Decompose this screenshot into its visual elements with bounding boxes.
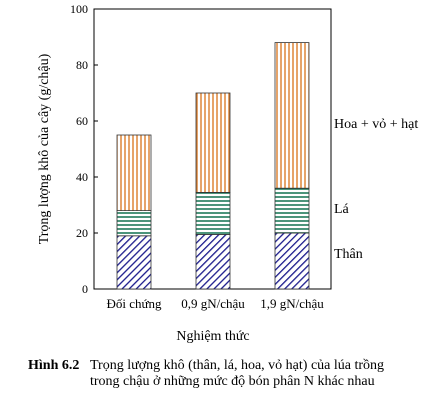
x-category-label: 1,9 gN/chậu [260,296,324,311]
bar-segment-3-category-1 [116,134,152,211]
bar-segment-1-category-1 [116,235,152,290]
bar-segment-2-category-1 [116,210,152,237]
bar-segment-2-category-2 [195,191,231,235]
bar-segment-2-category-3 [274,187,310,234]
y-tick-label: 40 [76,170,88,184]
y-tick-label: 60 [76,114,88,128]
bar-segment-1-category-3 [274,232,310,290]
y-tick-label: 20 [76,226,88,240]
y-tick-label: 0 [82,282,88,296]
legend-label: Hoa + vỏ + hạt [334,117,418,132]
stacked-bar-chart: 0 20 40 60 80 100 Đối chứng 0,9 gN/chậu 1,9 gN/… [37,2,418,344]
y-tick-label: 100 [70,2,88,16]
legend: Thân Lá Hoa + vỏ + hạt [334,117,418,262]
bar-segment-3-category-2 [195,92,231,193]
x-axis-category-labels: Đối chứng 0,9 gN/chậu 1,9 gN/chậu [106,296,324,311]
x-category-label: Đối chứng [106,296,162,311]
x-category-label: 0,9 gN/chậu [181,296,245,311]
x-axis-label: Nghiệm thức [176,329,249,344]
legend-label: Thân [334,247,363,262]
bar-segment-3-category-3 [274,42,310,189]
bar-segment-1-category-2 [195,233,231,290]
y-axis-label: Trọng lượng khô của cây (g/chậu) [37,53,52,244]
y-axis-ticks: 0 20 40 60 80 100 [70,2,98,296]
bars [116,42,310,290]
caption-text: Trọng lượng khô (thân, lá, hoa, vỏ hạt) … [90,358,385,389]
caption-number: Hình 6.2 [28,358,80,373]
y-tick-label: 80 [76,58,88,72]
legend-label: Lá [334,202,350,217]
